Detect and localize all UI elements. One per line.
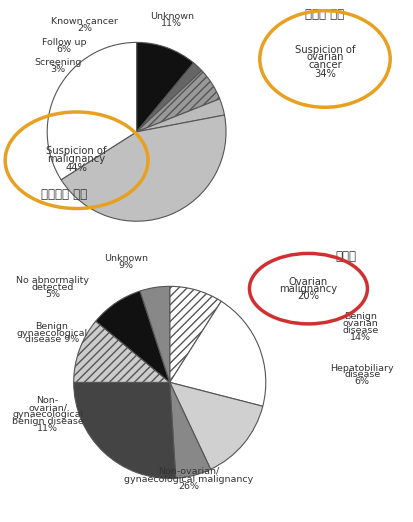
Text: benign disease: benign disease xyxy=(12,417,83,426)
Text: Unknown: Unknown xyxy=(104,254,148,263)
Text: disease 9%: disease 9% xyxy=(24,335,79,345)
Wedge shape xyxy=(74,382,176,478)
Text: gynaecological: gynaecological xyxy=(16,328,87,338)
Text: 20%: 20% xyxy=(297,291,319,301)
Wedge shape xyxy=(169,301,265,406)
Text: Suspicion of: Suspicion of xyxy=(294,44,354,55)
Text: 14%: 14% xyxy=(349,333,370,342)
Text: disease: disease xyxy=(343,370,380,379)
Wedge shape xyxy=(95,291,169,382)
Wedge shape xyxy=(140,286,169,382)
Wedge shape xyxy=(136,63,201,132)
Wedge shape xyxy=(136,42,193,132)
Text: Follow up: Follow up xyxy=(42,38,86,48)
Wedge shape xyxy=(136,99,224,132)
Text: Benign: Benign xyxy=(35,322,68,331)
Text: ovarian: ovarian xyxy=(342,319,377,328)
Text: 3%: 3% xyxy=(50,65,65,74)
Text: No abnormality: No abnormality xyxy=(17,276,89,286)
Text: Ovarian: Ovarian xyxy=(288,277,327,287)
Text: cancer: cancer xyxy=(307,60,341,70)
Text: Benign: Benign xyxy=(343,312,376,322)
Text: Non-: Non- xyxy=(36,396,59,406)
Text: disease: disease xyxy=(341,326,377,335)
Text: Hepatobiliary: Hepatobiliary xyxy=(330,363,393,373)
Wedge shape xyxy=(47,42,136,180)
Text: Unknown: Unknown xyxy=(150,12,193,21)
Text: 난소암 의심: 난소암 의심 xyxy=(305,8,344,20)
Text: Suspicion of: Suspicion of xyxy=(46,146,107,157)
Text: Known cancer: Known cancer xyxy=(51,17,118,27)
Wedge shape xyxy=(136,70,219,132)
Text: ovarian/: ovarian/ xyxy=(28,403,67,412)
Text: 악성종양 의심: 악성종양 의심 xyxy=(41,188,87,200)
Wedge shape xyxy=(74,321,169,382)
Text: 2%: 2% xyxy=(77,24,92,33)
Text: ovarian: ovarian xyxy=(306,52,343,63)
Text: detected: detected xyxy=(32,283,74,292)
Text: gynaecological: gynaecological xyxy=(12,410,83,419)
Text: gynaecological malignancy: gynaecological malignancy xyxy=(123,474,252,484)
Text: 난소암: 난소암 xyxy=(335,251,355,263)
Text: 11%: 11% xyxy=(37,423,58,433)
Text: malignancy: malignancy xyxy=(47,154,105,164)
Text: 26%: 26% xyxy=(178,482,198,491)
Text: Screening: Screening xyxy=(34,58,81,67)
Text: 44%: 44% xyxy=(66,163,87,173)
Wedge shape xyxy=(169,382,262,469)
Wedge shape xyxy=(169,382,210,478)
Text: malignancy: malignancy xyxy=(279,283,337,294)
Text: 9%: 9% xyxy=(119,260,133,270)
Text: 11%: 11% xyxy=(161,19,182,28)
Wedge shape xyxy=(169,286,221,382)
Text: Non-ovarian/: Non-ovarian/ xyxy=(157,466,218,476)
Text: 5%: 5% xyxy=(45,290,60,299)
Text: 6%: 6% xyxy=(57,45,71,54)
Text: 6%: 6% xyxy=(354,377,369,386)
Wedge shape xyxy=(61,115,225,221)
Text: 34%: 34% xyxy=(313,69,335,79)
